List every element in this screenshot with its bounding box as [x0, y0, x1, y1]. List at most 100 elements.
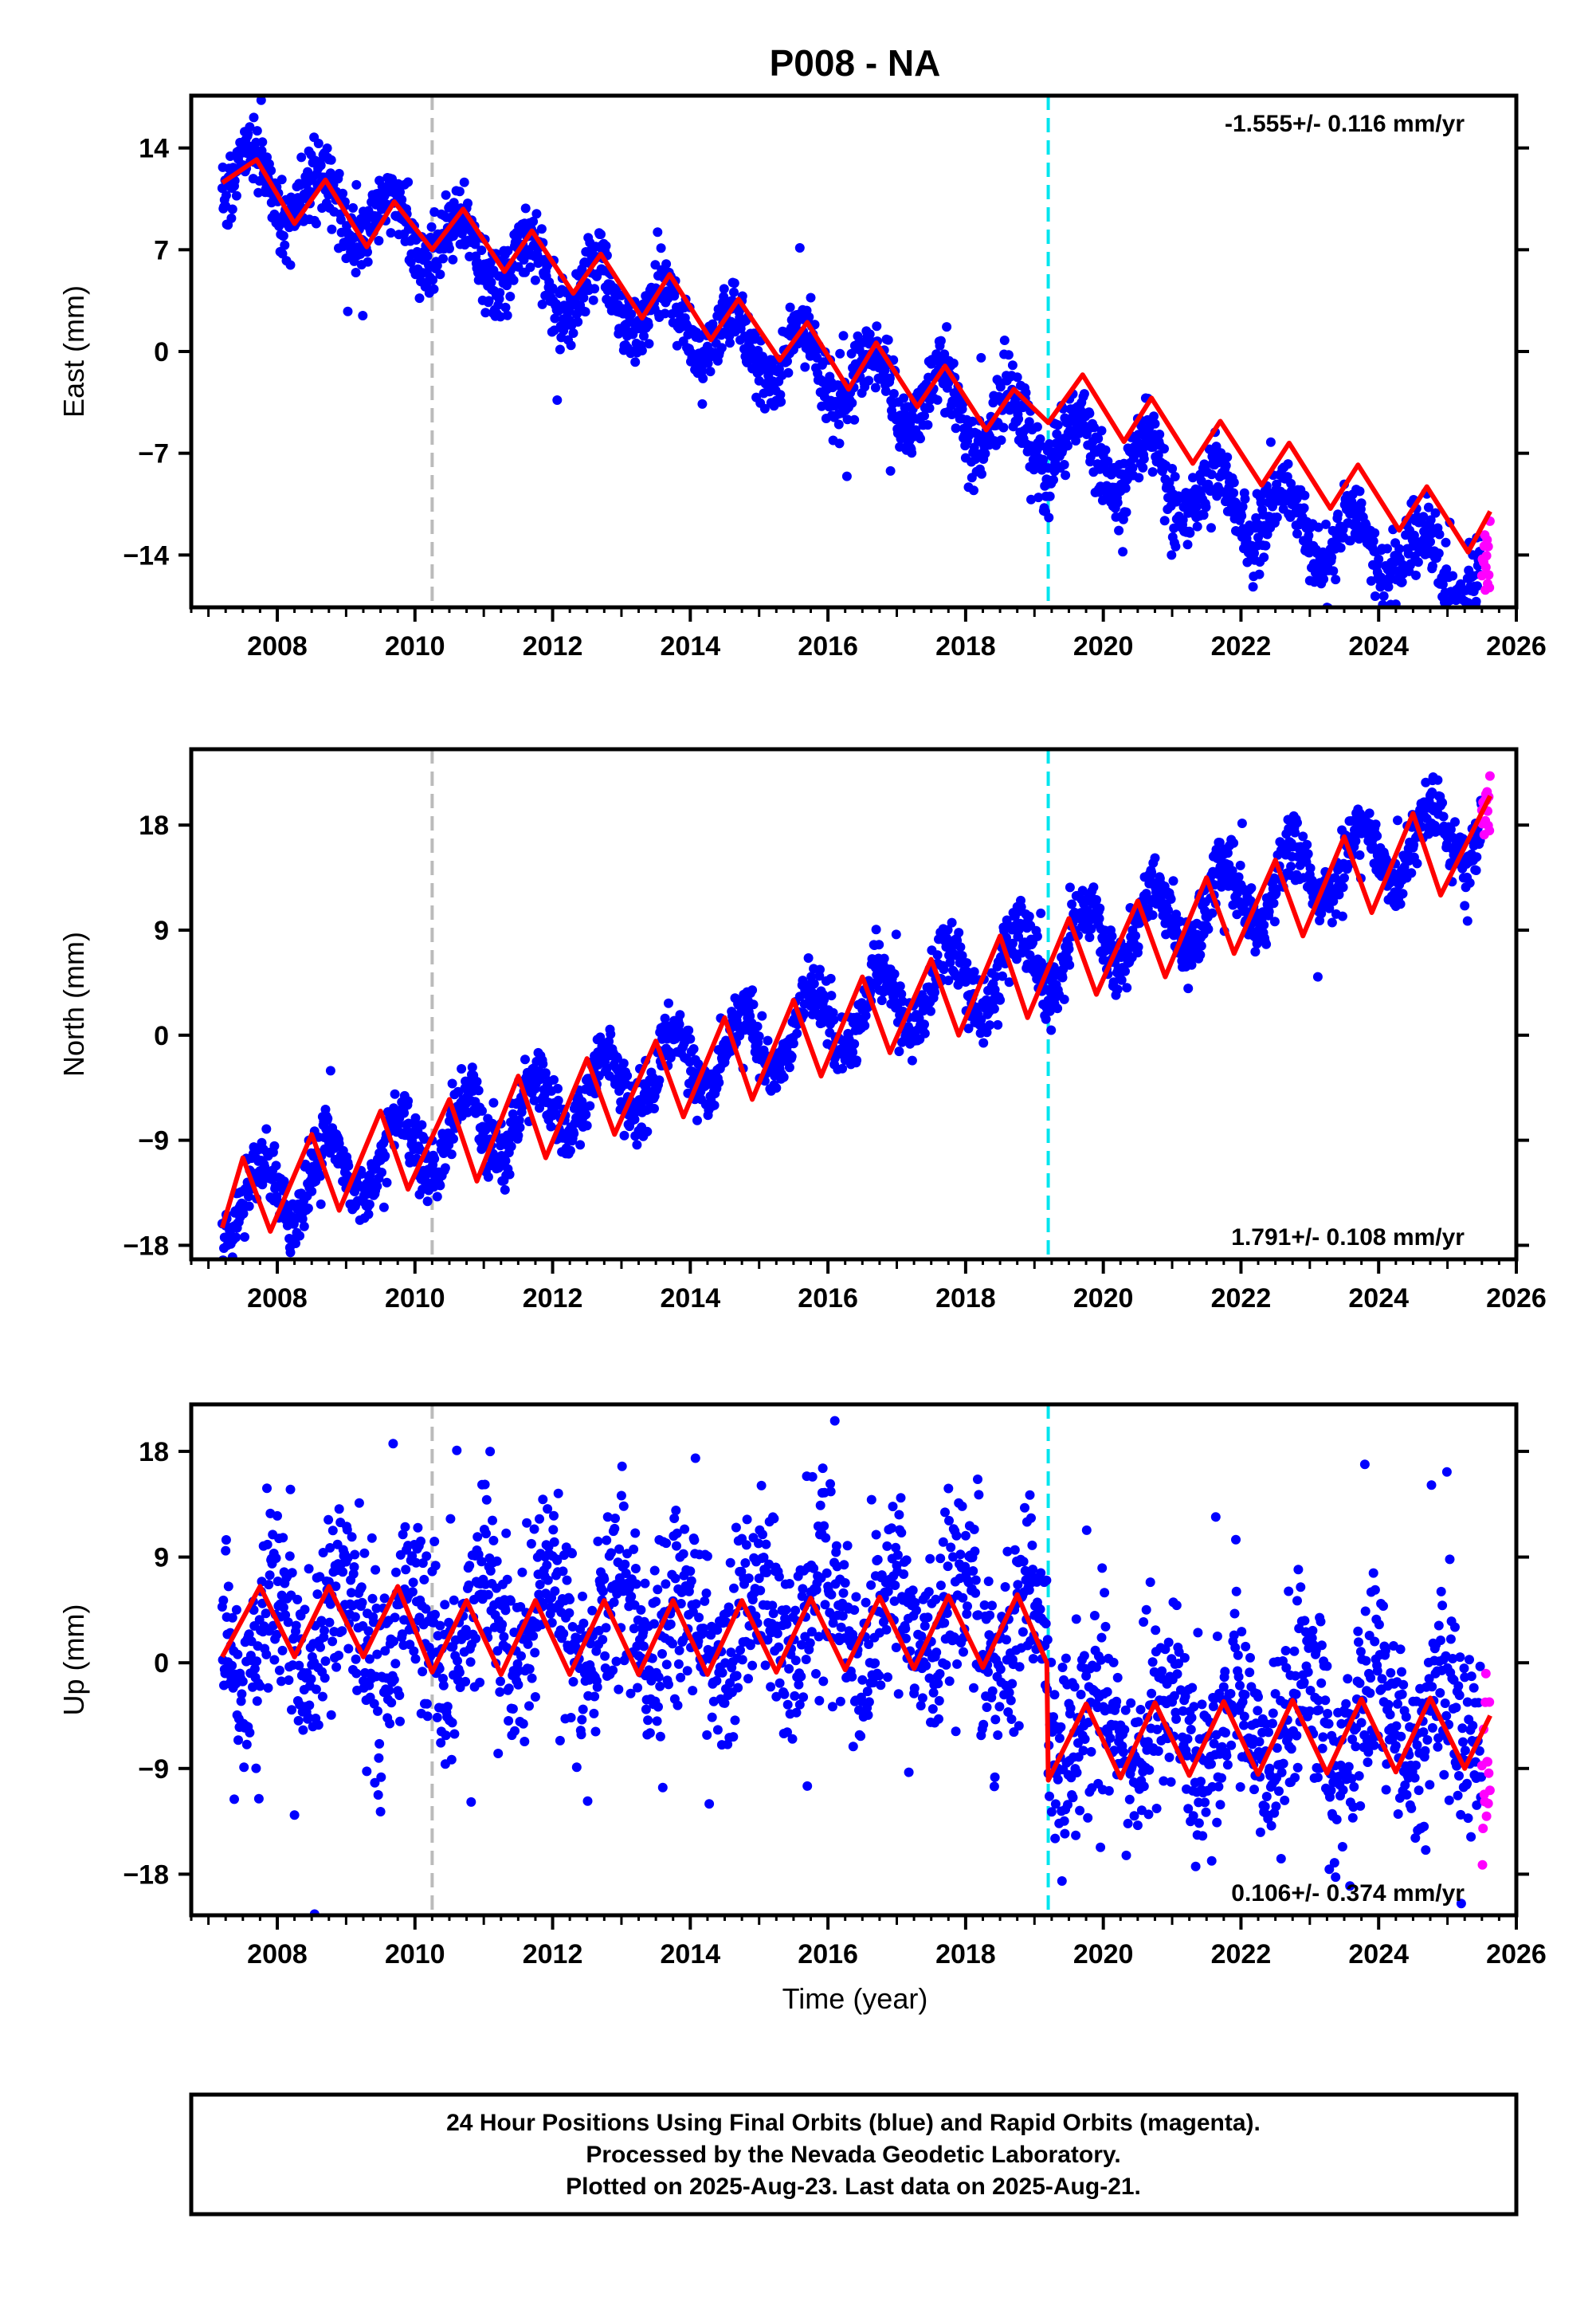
east-final-point: [935, 336, 946, 346]
north-final-point: [378, 1202, 389, 1212]
up-final-point: [389, 1636, 399, 1647]
east-final-point: [976, 352, 986, 363]
north-final-point: [488, 1098, 499, 1108]
north-final-point: [231, 1232, 241, 1243]
east-final-point: [1185, 528, 1195, 538]
east-final-point: [278, 230, 288, 241]
up-final-point: [349, 1562, 359, 1572]
east-final-point: [1319, 574, 1329, 584]
up-final-point: [306, 1674, 316, 1684]
east-final-point: [1182, 540, 1193, 550]
up-final-point: [237, 1676, 248, 1687]
north-final-point: [504, 1169, 515, 1180]
north-final-point: [848, 1047, 858, 1058]
east-final-point: [1026, 494, 1036, 505]
north-final-point: [1406, 868, 1417, 878]
east-final-point: [1149, 411, 1159, 422]
east-final-point: [1321, 519, 1331, 529]
east-final-point: [1167, 550, 1177, 560]
east-final-point: [231, 190, 241, 201]
east-final-point: [221, 190, 231, 201]
north-final-point: [1131, 931, 1140, 941]
up-final-point: [325, 1599, 335, 1609]
east-final-point: [1437, 579, 1448, 590]
east-final-point: [1084, 408, 1095, 418]
up-final-point: [391, 1567, 401, 1577]
north-final-point: [926, 1006, 935, 1016]
north-rapid-point: [1484, 771, 1495, 781]
north-final-point: [377, 1168, 386, 1177]
north-final-point: [1150, 853, 1160, 863]
east-final-point: [441, 190, 451, 200]
east-final-point: [343, 306, 353, 316]
up-final-point: [384, 1686, 394, 1695]
north-y-tick-label: −18: [123, 1231, 169, 1261]
north-final-point: [472, 1077, 482, 1086]
east-final-point: [872, 321, 882, 332]
east-final-point: [484, 296, 494, 306]
east-final-point: [276, 175, 287, 185]
up-final-point: [272, 1629, 282, 1640]
north-final-point: [943, 925, 953, 935]
east-final-point: [1445, 628, 1454, 638]
east-final-point: [942, 322, 952, 332]
east-final-point: [703, 358, 713, 368]
up-final-point: [334, 1504, 344, 1514]
up-final-point: [359, 1548, 370, 1558]
east-final-point: [995, 382, 1006, 392]
east-final-point: [1418, 512, 1429, 522]
north-final-point: [809, 979, 819, 989]
east-final-point: [1370, 528, 1380, 538]
north-final-point: [1046, 1025, 1057, 1035]
north-final-point: [535, 1103, 544, 1113]
east-final-point: [841, 471, 852, 481]
north-final-point: [989, 1003, 999, 1014]
north-final-point: [763, 1035, 773, 1046]
north-final-point: [520, 1054, 530, 1065]
north-final-point: [1235, 860, 1245, 870]
east-final-point: [459, 177, 469, 187]
up-final-point: [291, 1620, 301, 1631]
east-final-point: [249, 112, 259, 123]
east-final-point: [1229, 488, 1239, 498]
north-final-point: [1036, 957, 1046, 968]
up-final-point: [227, 1612, 237, 1623]
up-final-point: [239, 1762, 249, 1773]
north-y-tick-label: −9: [138, 1126, 169, 1156]
north-final-point: [1338, 882, 1348, 893]
east-model-curve: [221, 157, 1492, 555]
north-final-point: [1086, 924, 1096, 934]
east-final-point: [1471, 596, 1481, 607]
north-final-point: [582, 1121, 592, 1131]
east-final-point: [578, 293, 589, 303]
east-final-point: [630, 357, 641, 367]
east-final-point: [1272, 479, 1282, 489]
up-final-point: [343, 1643, 354, 1654]
east-final-point: [1049, 475, 1058, 485]
east-final-point: [1462, 623, 1472, 633]
east-final-point: [1147, 467, 1158, 477]
east-final-point: [313, 139, 324, 148]
east-final-point: [531, 209, 542, 219]
north-final-point: [957, 951, 967, 960]
east-final-point: [1127, 463, 1138, 473]
east-final-point: [870, 383, 880, 393]
north-final-point: [325, 1066, 335, 1076]
north-final-point: [642, 1126, 653, 1137]
east-x-tick-label: 2010: [385, 631, 445, 662]
north-final-point: [622, 1070, 633, 1081]
up-final-point: [237, 1689, 247, 1699]
east-final-point: [1265, 437, 1276, 447]
east-final-point: [988, 398, 998, 408]
east-final-point: [601, 241, 611, 251]
north-x-tick-label: 2020: [1073, 1283, 1134, 1314]
up-final-point: [371, 1603, 382, 1613]
up-final-point: [251, 1763, 261, 1773]
north-frame: [189, 747, 1519, 1262]
north-final-point: [714, 1078, 724, 1088]
east-final-point: [996, 435, 1006, 446]
north-final-point: [619, 1130, 629, 1141]
up-final-point: [271, 1553, 281, 1563]
up-final-point: [324, 1617, 335, 1628]
north-final-point: [786, 1051, 797, 1062]
